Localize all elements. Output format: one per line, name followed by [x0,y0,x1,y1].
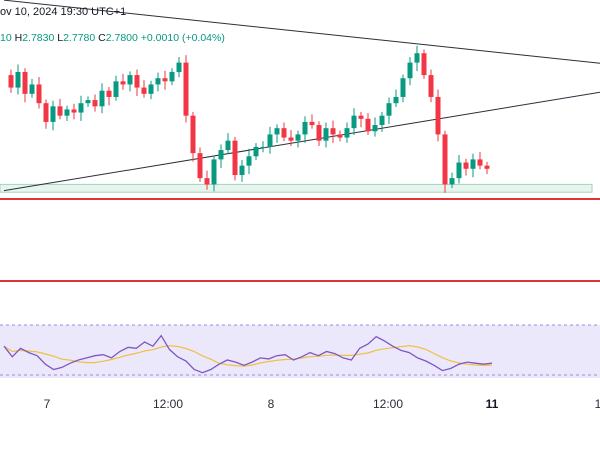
bear-candle [71,109,77,113]
low-label: L [57,32,64,44]
low-value: 2.7780 [63,32,96,44]
bear-candle [22,71,28,94]
bear-candle [120,81,126,85]
candlestick-series [8,45,490,193]
high-label: H [14,32,23,44]
bull-candle [372,125,378,132]
bear-candle [288,137,294,141]
close-value: 2.7800 [105,32,138,44]
bull-candle [323,128,329,141]
x-tick-label: 11 [486,397,499,411]
bull-candle [246,156,252,166]
bull-candle [449,178,455,185]
bull-candle [456,162,462,179]
bull-candle [302,121,308,135]
bear-candle [92,100,98,107]
bear-candle [428,75,434,97]
bear-candle [358,115,364,119]
bear-candle [134,75,140,88]
support-zones [0,183,600,282]
rsi-ma-line [3,344,493,367]
bull-candle [127,75,133,85]
bear-candle [435,96,441,135]
bear-candle [316,125,322,141]
bull-candle [379,115,385,126]
bear-candle [43,103,49,122]
bull-candle [295,134,301,141]
bull-candle [393,96,399,104]
bull-candle [176,62,182,72]
bull-candle [211,159,217,185]
bull-candle [253,146,259,157]
bear-candle [337,134,343,138]
bull-candle [50,106,56,122]
bear-candle [57,106,63,116]
bull-candle [218,150,224,160]
bull-candle [470,159,476,169]
x-tick-label: 1 [595,397,600,411]
x-tick-label: 12:00 [153,397,183,411]
bear-candle [442,134,448,185]
bull-candle [239,165,245,176]
open-value: 10 [0,32,12,44]
high-value: 2.7830 [22,32,55,44]
bull-candle [29,84,35,94]
x-tick-label: 12:00 [373,397,403,411]
bull-candle [15,71,21,88]
bull-candle [113,81,119,97]
close-label: C [98,32,106,44]
x-tick-label: 7 [44,397,51,411]
bear-candle [463,162,469,169]
bear-candle [8,75,14,88]
bear-candle [477,159,483,166]
bull-candle [99,90,105,107]
bear-candle [141,87,147,94]
bear-candle [281,128,287,138]
x-tick-label: 8 [268,397,275,411]
bear-candle [330,128,336,135]
ohlc-legend: 10 H2.7830 L2.7780 C2.7800 +0.0010 (+0.0… [0,32,225,44]
rsi-line [3,334,493,374]
bull-candle [386,103,392,116]
bull-candle [225,140,231,151]
bear-candle [183,62,189,116]
bull-candle [351,115,357,129]
bull-candle [64,109,70,116]
chart-datetime: ov 10, 2024 19:30 UTC+1 [0,6,127,18]
bull-candle [344,128,350,138]
rsi-indicator [0,324,600,378]
support-zone [0,183,593,193]
bear-candle [106,90,112,97]
bull-candle [85,100,91,104]
bull-candle [148,84,154,94]
change-value: +0.0010 (+0.04%) [140,32,225,44]
bull-candle [267,134,273,147]
bear-candle [162,78,168,82]
bull-candle [260,146,266,148]
bear-candle [190,115,196,154]
bear-candle [232,140,238,176]
upper-trendline [3,0,600,64]
bull-candle [78,103,84,113]
bear-candle [309,121,315,126]
bull-candle [400,78,406,97]
bull-candle [414,53,420,63]
rsi-band [0,325,600,378]
bull-candle [274,128,280,135]
bear-candle [204,178,210,185]
bear-candle [365,118,371,132]
bull-candle [169,71,175,82]
trendlines [3,0,600,192]
bear-candle [421,53,427,76]
bear-candle [197,153,203,179]
bear-candle [484,165,490,169]
bull-candle [155,78,161,85]
x-axis: 7 12:00 8 12:00 11 1 [44,397,600,411]
bear-candle [36,84,42,104]
bull-candle [407,62,413,79]
